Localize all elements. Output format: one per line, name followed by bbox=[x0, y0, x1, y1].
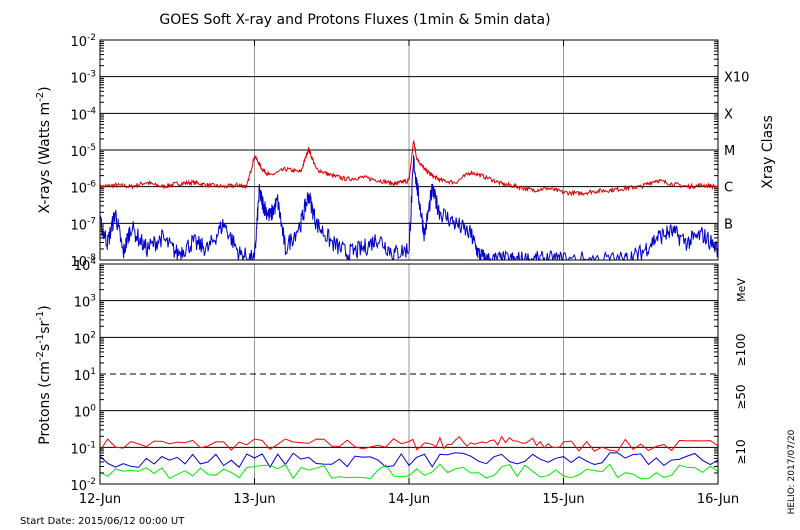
proton-y-ticks: 104 103 102 101 100 10-1 10-2 bbox=[70, 257, 718, 494]
proton-plot-area bbox=[99, 435, 719, 480]
y-tick-label: 104 bbox=[74, 257, 97, 274]
x-axis-ticks: 12-Jun 13-Jun 14-Jun 15-Jun 16-Jun bbox=[79, 40, 739, 507]
x-tick-label: 12-Jun bbox=[79, 492, 121, 507]
y-tick-label: 103 bbox=[74, 294, 96, 311]
proton-y-axis-label: Protons (cm-2s-1sr-1) bbox=[35, 305, 53, 444]
legend-ge10: ≥10 bbox=[734, 439, 748, 464]
series-line-1 bbox=[99, 452, 719, 469]
y-tick-label: 10-2 bbox=[70, 477, 96, 494]
y-tick-label: 10-7 bbox=[70, 216, 96, 233]
x-tick-label: 15-Jun bbox=[542, 492, 584, 507]
xray-y-axis-label: X-rays (Watts m-2) bbox=[35, 86, 53, 213]
y-tick-label: 10-4 bbox=[70, 106, 96, 123]
xray-class-label: B bbox=[724, 217, 733, 232]
xray-class-labels: X10 X M C B bbox=[724, 71, 749, 233]
legend-ge50: ≥50 bbox=[734, 384, 748, 409]
y-tick-label: 101 bbox=[74, 367, 96, 384]
x-tick-label: 14-Jun bbox=[388, 492, 430, 507]
series-line-2 bbox=[99, 463, 719, 480]
y-tick-label: 102 bbox=[74, 330, 96, 347]
y-tick-label: 100 bbox=[74, 404, 97, 421]
xray-y-ticks: 10-2 10-3 10-4 10-5 10-6 10-7 10-8 bbox=[70, 33, 718, 270]
helio-credit-label: HELIO: 2017/07/20 bbox=[787, 429, 797, 514]
y-tick-label: 10-8 bbox=[70, 253, 96, 270]
y-tick-label: 10-2 bbox=[70, 33, 96, 50]
xray-class-label: M bbox=[724, 144, 735, 159]
xray-class-axis-label: Xray Class bbox=[760, 115, 776, 189]
y-tick-label: 10-6 bbox=[70, 180, 96, 197]
xray-panel: 10-2 10-3 10-4 10-5 10-6 10-7 10-8 X10 X M C B X-r… bbox=[35, 33, 776, 270]
y-tick-label: 10-3 bbox=[70, 70, 96, 87]
proton-panel: 104 103 102 101 100 10-1 10-2 Protons (cm-2s-1… bbox=[35, 257, 748, 494]
proton-grid bbox=[100, 264, 718, 484]
xray-class-label: X10 bbox=[724, 71, 749, 86]
chart-title: GOES Soft X-ray and Protons Fluxes (1min… bbox=[159, 12, 550, 28]
series-line-1 bbox=[99, 155, 719, 262]
y-tick-label: 10-1 bbox=[70, 440, 96, 457]
xray-plot-area bbox=[99, 139, 719, 262]
x-tick-label: 13-Jun bbox=[233, 492, 275, 507]
xray-class-label: C bbox=[724, 181, 733, 196]
legend-ge100: ≥100 bbox=[734, 334, 748, 367]
proton-unit-label: MeV bbox=[735, 278, 748, 302]
start-date-label: Start Date: 2015/06/12 00:00 UT bbox=[20, 516, 185, 527]
series-line-0 bbox=[99, 139, 719, 197]
xray-class-label: X bbox=[724, 107, 733, 122]
series-line-0 bbox=[99, 435, 719, 452]
xray-grid bbox=[100, 40, 718, 260]
y-tick-label: 10-5 bbox=[70, 143, 96, 160]
x-tick-label: 16-Jun bbox=[697, 492, 739, 507]
